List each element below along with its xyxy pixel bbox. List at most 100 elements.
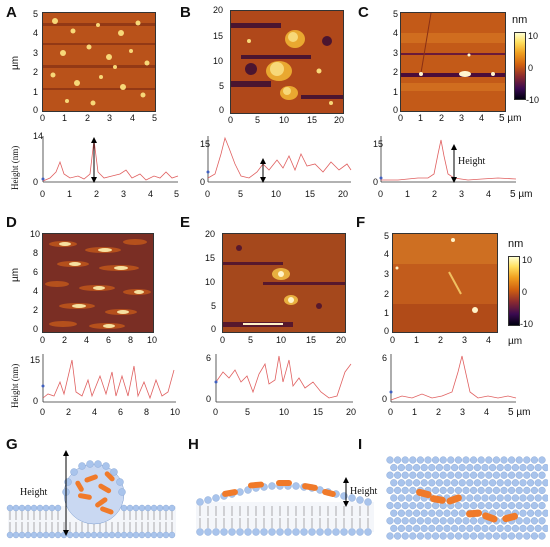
d-profile-x-tick: 10: [170, 407, 181, 417]
lipid-head: [462, 501, 470, 510]
lipid-head: [409, 517, 417, 525]
lipid-head: [496, 494, 504, 502]
e-x-tick: 10: [276, 335, 287, 345]
lipid-head: [420, 509, 428, 517]
a-x-tick: 3: [107, 113, 113, 123]
lipid-head: [428, 509, 436, 517]
a-profile-x-tick: 3: [121, 189, 127, 199]
lipid-head: [481, 524, 489, 533]
afm-image-e: [222, 233, 346, 333]
lipid-head: [542, 509, 548, 517]
lipid-head: [469, 456, 478, 464]
d-profile-y-tick: 15: [30, 355, 41, 365]
lipid-head: [542, 494, 548, 502]
lipid-head: [416, 517, 425, 525]
lipid-head: [416, 501, 425, 510]
c-y-tick: 2: [393, 67, 399, 77]
lipid-head: [519, 509, 527, 517]
f-x-tick: 4: [486, 335, 492, 345]
lipid-head: [413, 509, 421, 517]
f-y-tick: 4: [384, 249, 390, 259]
lipid-head: [500, 501, 508, 510]
a-profile-x-tick: 1: [67, 189, 73, 199]
a-profile-x-tick: 0: [40, 189, 46, 199]
lipid-head: [488, 464, 497, 472]
lipid-head: [443, 509, 451, 517]
lipid-head: [431, 456, 440, 464]
lipid-head: [492, 486, 501, 495]
lipid-head: [435, 509, 444, 517]
lipid-head: [515, 456, 523, 464]
a-profile-y-tick: 14: [33, 131, 44, 141]
c-x-tick: 0: [398, 113, 404, 123]
lipid-head: [458, 524, 466, 533]
d-x-tick: 2: [62, 335, 68, 345]
lipid-head: [394, 456, 402, 464]
c-colorbar: [514, 32, 526, 100]
lipid-head: [405, 524, 413, 533]
lipid-head: [409, 471, 417, 479]
lipid-head: [534, 464, 542, 472]
b-profile-x-tick: 5: [238, 189, 244, 199]
b-x-tick: 10: [279, 115, 290, 125]
b-y-tick: 0: [219, 105, 225, 115]
lipid-head: [504, 524, 512, 533]
lipid-head: [485, 486, 493, 495]
lipid-head: [401, 501, 409, 510]
d-y-tick: 4: [33, 286, 39, 296]
f-profile-x-tick: 3: [460, 407, 466, 417]
a-y-tick: 0: [33, 105, 39, 115]
lipid-head: [435, 479, 444, 487]
panel-label-b: B: [180, 4, 191, 21]
lipid-head: [481, 464, 489, 472]
lipid-head: [394, 532, 402, 540]
lipid-head: [542, 524, 548, 532]
f-colorbar-tick: 0: [522, 287, 528, 297]
f-colorbar-unit: nm: [508, 238, 524, 250]
lipid-head: [462, 471, 470, 479]
lipid-head: [534, 524, 542, 533]
d-profile-x-tick: 0: [40, 407, 46, 417]
lipid-head: [397, 509, 406, 517]
e-y-tick: 20: [205, 229, 216, 239]
d-profile-x-tick: 6: [118, 407, 124, 417]
panel-label-c: C: [358, 4, 369, 21]
lipid-head: [420, 464, 428, 472]
lipid-head: [523, 456, 531, 464]
lipid-head: [523, 532, 531, 540]
a-x-tick: 5: [152, 113, 158, 123]
lipid-head: [488, 524, 497, 533]
lipid-head: [447, 532, 455, 540]
lipid-head: [504, 464, 512, 472]
lipid-head: [485, 501, 493, 510]
lipid-head: [515, 501, 523, 510]
b-y-tick: 5: [219, 81, 225, 91]
lipid-head: [431, 471, 440, 479]
lipid-head: [504, 494, 512, 502]
lipid-head: [397, 494, 406, 502]
lipid-head: [507, 456, 516, 464]
lipid-head: [401, 456, 409, 464]
afm-image-c: [400, 12, 506, 112]
e-x-tick: 0: [220, 335, 226, 345]
c-colorbar-unit: nm: [512, 14, 528, 26]
lipid-head: [473, 479, 482, 487]
d-profile-y-label: Height (nm): [10, 363, 20, 408]
lipid-head: [458, 479, 466, 487]
f-profile-y-tick: 0: [382, 394, 388, 404]
c-y-tick: 4: [393, 28, 399, 38]
lipid-head: [397, 479, 406, 487]
c-profile-x-tick: 3: [459, 189, 465, 199]
lipid-head: [507, 471, 516, 479]
a-y-tick: 3: [33, 48, 39, 58]
lipid-head: [401, 532, 409, 540]
lipid-head: [496, 479, 504, 487]
d-y-axis-label: µm: [10, 267, 21, 282]
g-height-annotation: Height: [20, 487, 48, 498]
b-x-tick: 5: [255, 115, 261, 125]
lipid-head: [466, 464, 474, 472]
lipid-head: [450, 509, 459, 517]
lipid-head: [435, 524, 444, 533]
lipid-head: [477, 501, 485, 510]
lipid-head: [454, 456, 463, 464]
